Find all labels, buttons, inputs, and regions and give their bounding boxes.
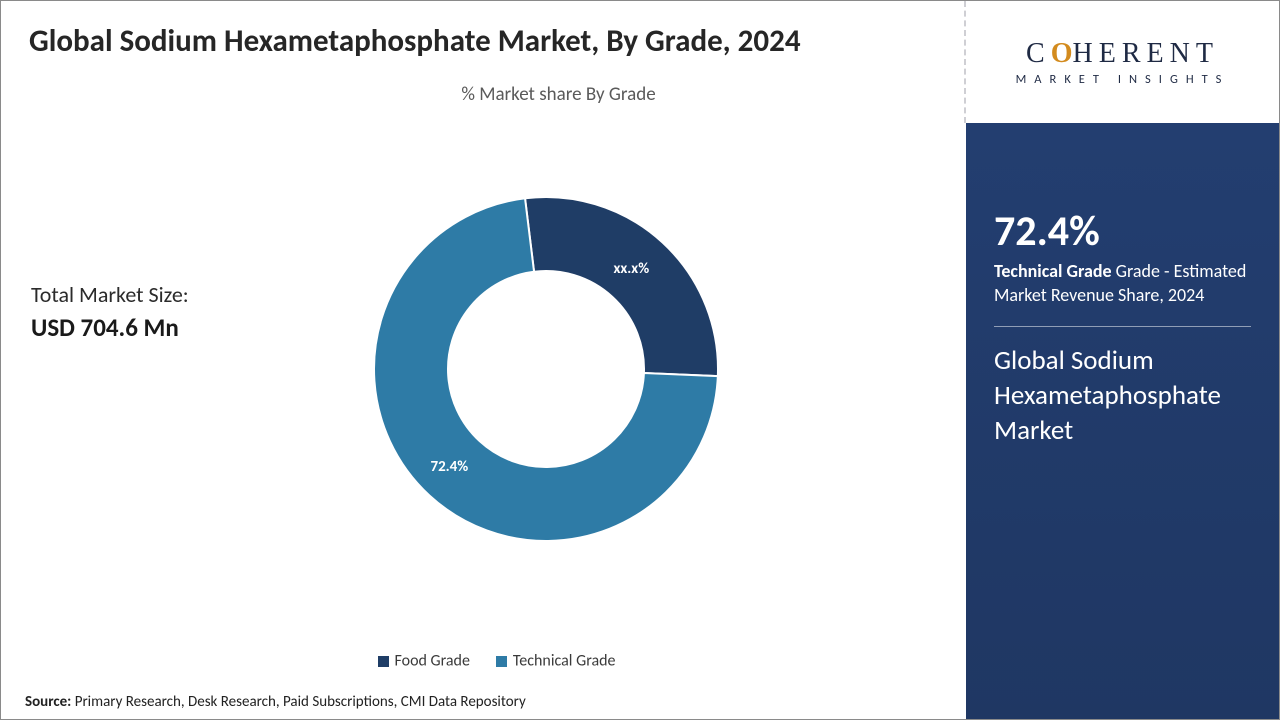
donut-slice — [525, 197, 718, 376]
kpi-panel: 72.4% Technical Grade Grade - Estimated … — [966, 123, 1279, 719]
donut-svg — [366, 189, 726, 549]
market-size-value: USD 704.6 Mn — [31, 312, 189, 343]
legend-label: Technical Grade — [513, 652, 616, 671]
panel-divider — [994, 326, 1251, 327]
sidebar: COHERENT MARKET INSIGHTS 72.4% Technical… — [966, 1, 1279, 719]
kpi-percent: 72.4% — [994, 211, 1251, 253]
market-size-block: Total Market Size: USD 704.6 Mn — [31, 281, 189, 343]
source-prefix: Source: — [25, 693, 71, 711]
brand-logo-text: COHERENT MARKET INSIGHTS — [1016, 38, 1230, 87]
legend-swatch — [378, 656, 389, 667]
logo-line1: COHERENT — [1016, 38, 1230, 70]
donut-chart: xx.x% 72.4% — [366, 189, 726, 549]
legend-swatch — [496, 656, 507, 667]
vertical-divider — [964, 1, 966, 123]
logo-accent-o: O — [1051, 38, 1073, 69]
slice-label: 72.4% — [430, 458, 468, 476]
chart-title: Global Sodium Hexametaphosphate Market, … — [29, 23, 849, 61]
logo-post: HERENT — [1073, 38, 1219, 69]
source-text: Primary Research, Desk Research, Paid Su… — [75, 693, 526, 711]
kpi-description: Technical Grade Grade - Estimated Market… — [994, 259, 1251, 308]
source-line: Source: Primary Research, Desk Research,… — [25, 693, 526, 711]
slice-label: xx.x% — [614, 260, 650, 278]
logo-line2: MARKET INSIGHTS — [1016, 72, 1230, 87]
brand-logo: COHERENT MARKET INSIGHTS — [966, 1, 1279, 123]
panel-heading: Global Sodium Hexametaphosphate Market — [994, 343, 1251, 448]
market-size-label: Total Market Size: — [31, 281, 189, 308]
chart-subtitle: % Market share By Grade — [169, 83, 948, 106]
legend-label: Food Grade — [395, 652, 470, 671]
chart-legend: Food Grade Technical Grade — [1, 651, 966, 671]
main-area: Global Sodium Hexametaphosphate Market, … — [1, 1, 966, 719]
logo-pre: C — [1026, 38, 1051, 69]
kpi-bold: Technical Grade — [994, 260, 1112, 282]
report-card: Global Sodium Hexametaphosphate Market, … — [0, 0, 1280, 720]
